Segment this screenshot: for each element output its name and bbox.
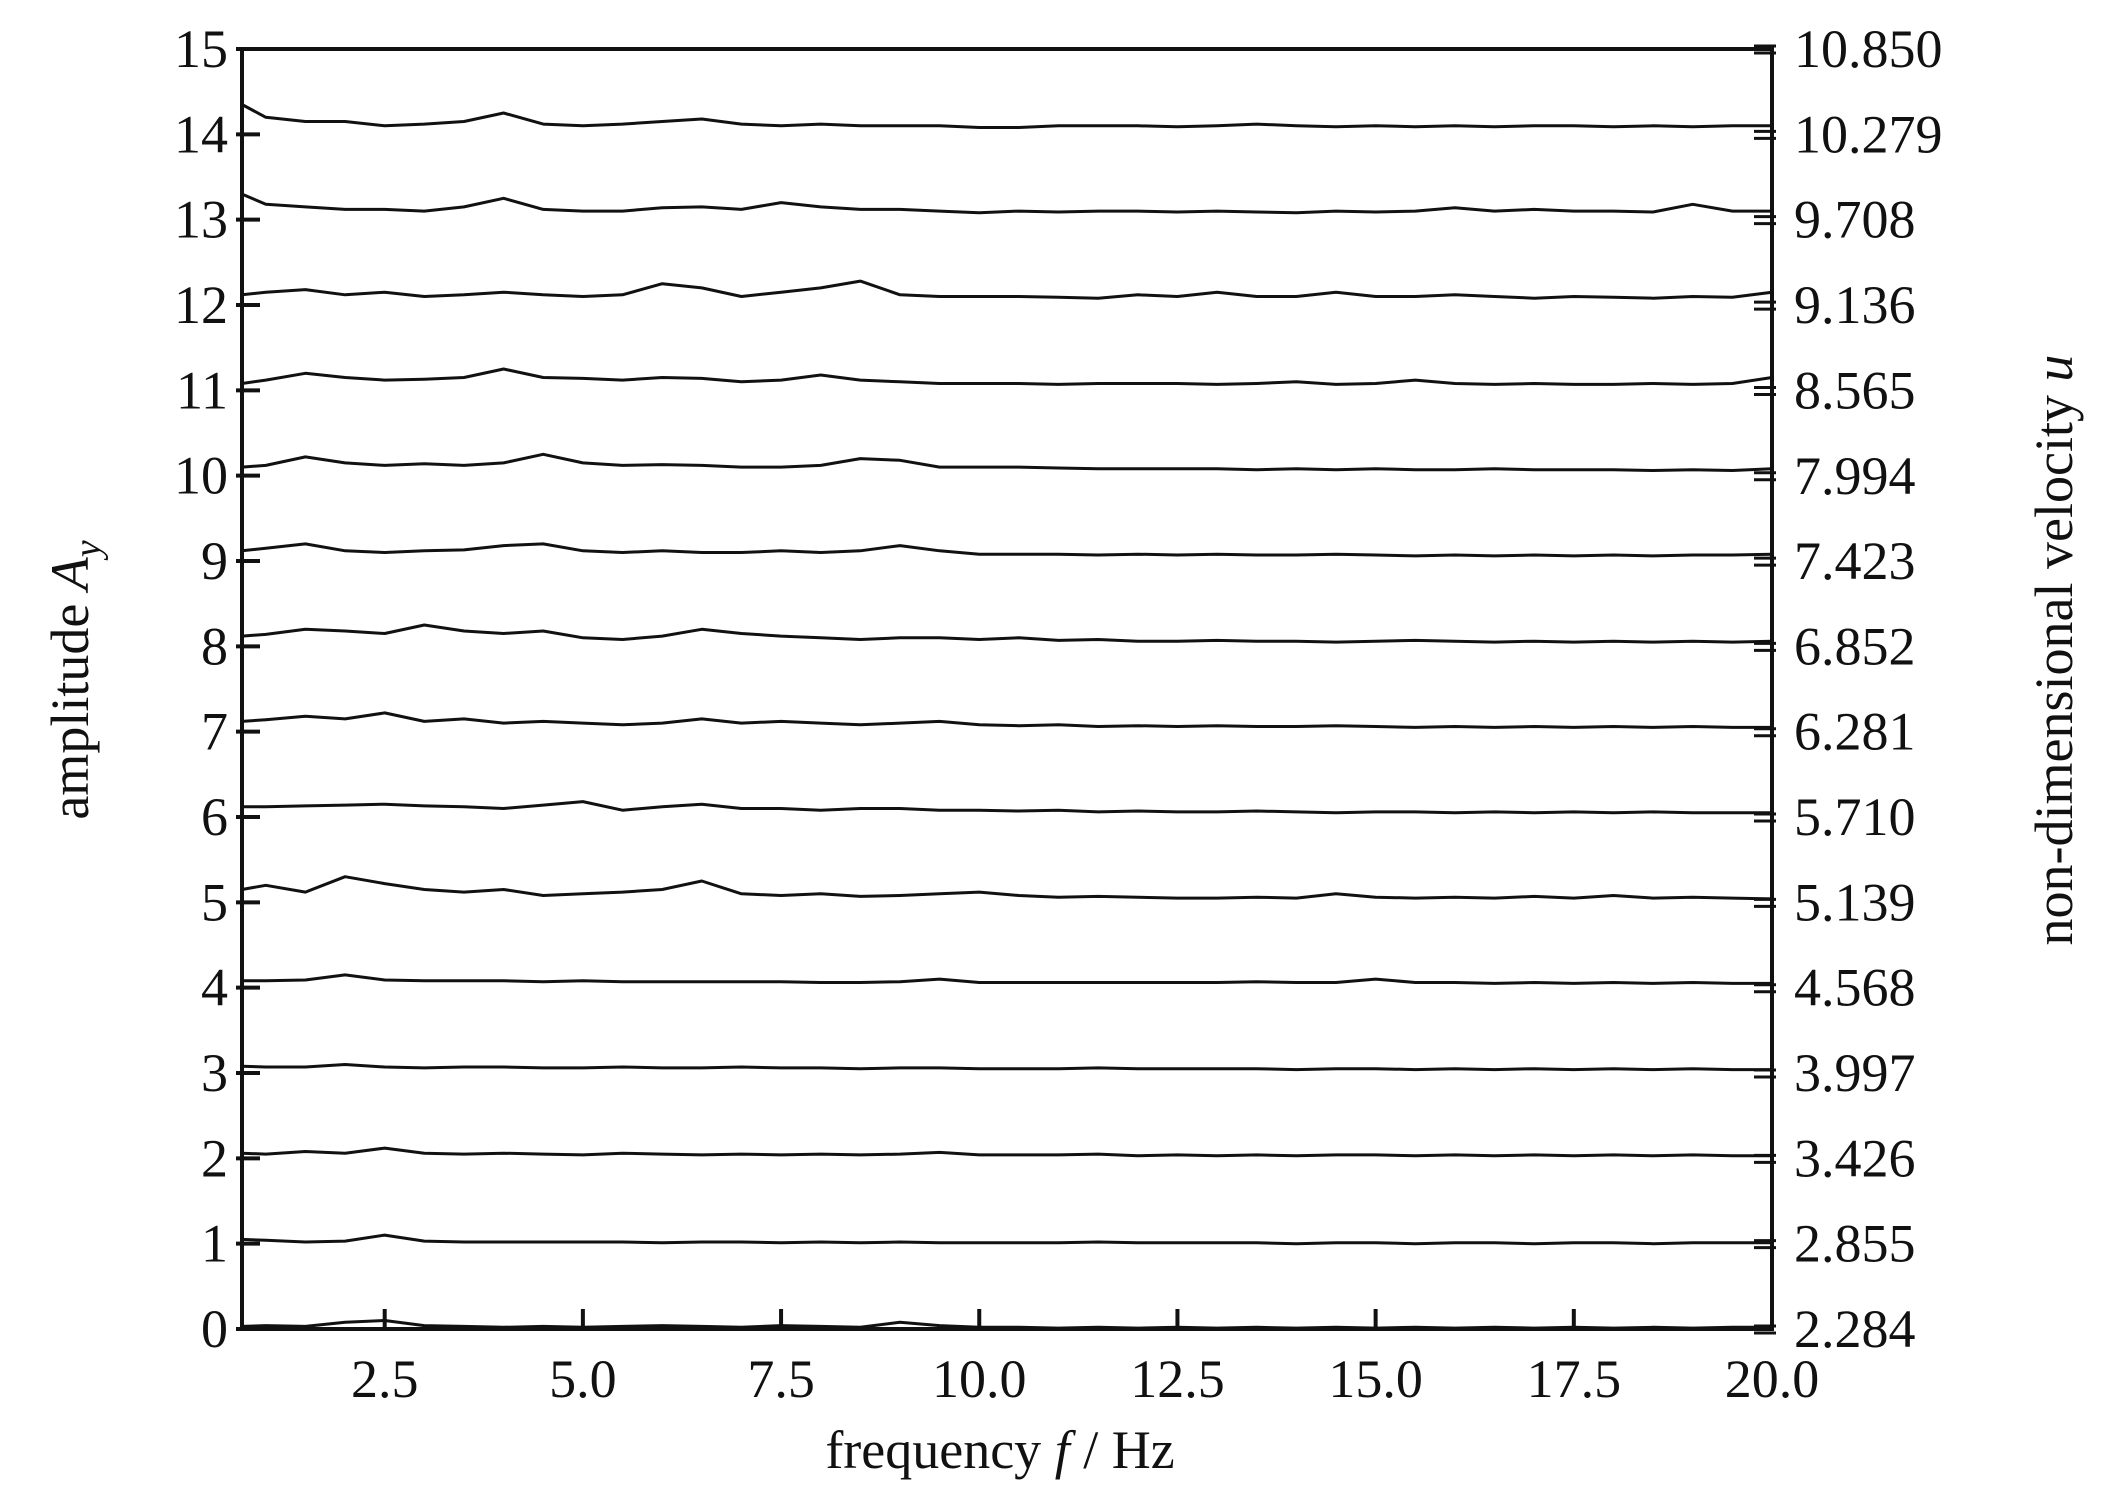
spectrum-line xyxy=(241,623,1773,644)
y2-tick-label: 3.997 xyxy=(1794,1043,1916,1103)
y-axis-title: amplitude Ay xyxy=(40,540,109,819)
y-tick-label: 9 xyxy=(201,531,228,591)
x-tick-label: 10.0 xyxy=(932,1349,1027,1409)
spectrum-line xyxy=(241,1319,1772,1330)
y2-tick-label: 10.850 xyxy=(1794,19,1943,79)
y2-tick-label: 4.568 xyxy=(1794,958,1916,1018)
y2-tick-label: 5.139 xyxy=(1794,872,1916,932)
y2-tick-label: 5.710 xyxy=(1794,787,1916,847)
y-label-text: amplitude xyxy=(40,590,100,819)
spectrum-line xyxy=(241,279,1773,300)
y2-tick-label: 7.423 xyxy=(1794,531,1916,591)
y-tick-label: 7 xyxy=(201,702,228,762)
spectrum-line xyxy=(241,1063,1772,1072)
y-tick-label: 2 xyxy=(201,1128,228,1188)
spectrum-line xyxy=(242,800,1772,815)
y2-tick-label: 6.281 xyxy=(1794,702,1916,762)
spectrum-line xyxy=(241,1233,1772,1246)
x-tick-label: 17.5 xyxy=(1527,1349,1622,1409)
y2-tick-label: 2.855 xyxy=(1794,1214,1916,1274)
spectrum-line xyxy=(242,973,1772,985)
spectrum-line xyxy=(241,367,1773,386)
y-tick-label: 12 xyxy=(174,275,228,335)
y-tick-label: 3 xyxy=(201,1043,228,1103)
spectrum-line xyxy=(241,103,1772,129)
x-tick-label: 7.5 xyxy=(747,1349,815,1409)
y2-tick-label: 9.708 xyxy=(1794,190,1916,250)
y2-label-symbol: u xyxy=(2024,355,2084,382)
y-tick-label: 8 xyxy=(201,616,228,676)
y2-tick-label: 7.994 xyxy=(1794,446,1916,506)
x-tick-label: 15.0 xyxy=(1328,1349,1423,1409)
y-tick-label: 14 xyxy=(174,104,228,164)
plot-area xyxy=(241,103,1773,1330)
y2-axis-title: non-dimensional velocity u xyxy=(2024,355,2084,946)
x-label-text: frequency xyxy=(825,1420,1054,1480)
x-tick-label: 5.0 xyxy=(549,1349,617,1409)
x-axis-title: frequency f / Hz xyxy=(825,1420,1174,1480)
y2-tick-label: 6.852 xyxy=(1794,616,1916,676)
y-tick-label: 10 xyxy=(174,446,228,506)
x-tick-label: 20.0 xyxy=(1725,1349,1820,1409)
y2-tick-label: 10.279 xyxy=(1794,104,1943,164)
y-label-subscript: y xyxy=(67,540,109,561)
spectrum-line xyxy=(241,192,1772,215)
y-tick-label: 11 xyxy=(176,360,228,420)
y2-tick-label: 2.284 xyxy=(1794,1299,1916,1359)
spectrum-line xyxy=(241,875,1773,901)
y-label-symbol: A xyxy=(40,556,100,593)
y-tick-label: 15 xyxy=(174,19,228,79)
y2-tick-label: 9.136 xyxy=(1794,275,1916,335)
x-tick-label: 12.5 xyxy=(1130,1349,1225,1409)
spectrum-line xyxy=(241,542,1773,558)
y-tick-label: 5 xyxy=(201,872,228,932)
y2-tick-label: 3.426 xyxy=(1794,1128,1916,1188)
y-tick-label: 13 xyxy=(174,190,228,250)
y2-label-text: non-dimensional velocity xyxy=(2024,382,2084,946)
y2-tick-label: 8.565 xyxy=(1794,360,1916,420)
y-tick-label: 0 xyxy=(201,1299,228,1359)
plot-frame xyxy=(240,47,1774,1331)
y-tick-label: 1 xyxy=(201,1214,228,1274)
y-tick-label: 6 xyxy=(201,787,228,847)
spectrum-line xyxy=(241,711,1772,729)
y-tick-label: 4 xyxy=(201,958,228,1018)
x-label-unit: / Hz xyxy=(1070,1420,1175,1480)
spectrum-line xyxy=(241,452,1773,472)
x-tick-label: 2.5 xyxy=(351,1349,419,1409)
spectrum-line xyxy=(241,1146,1772,1158)
